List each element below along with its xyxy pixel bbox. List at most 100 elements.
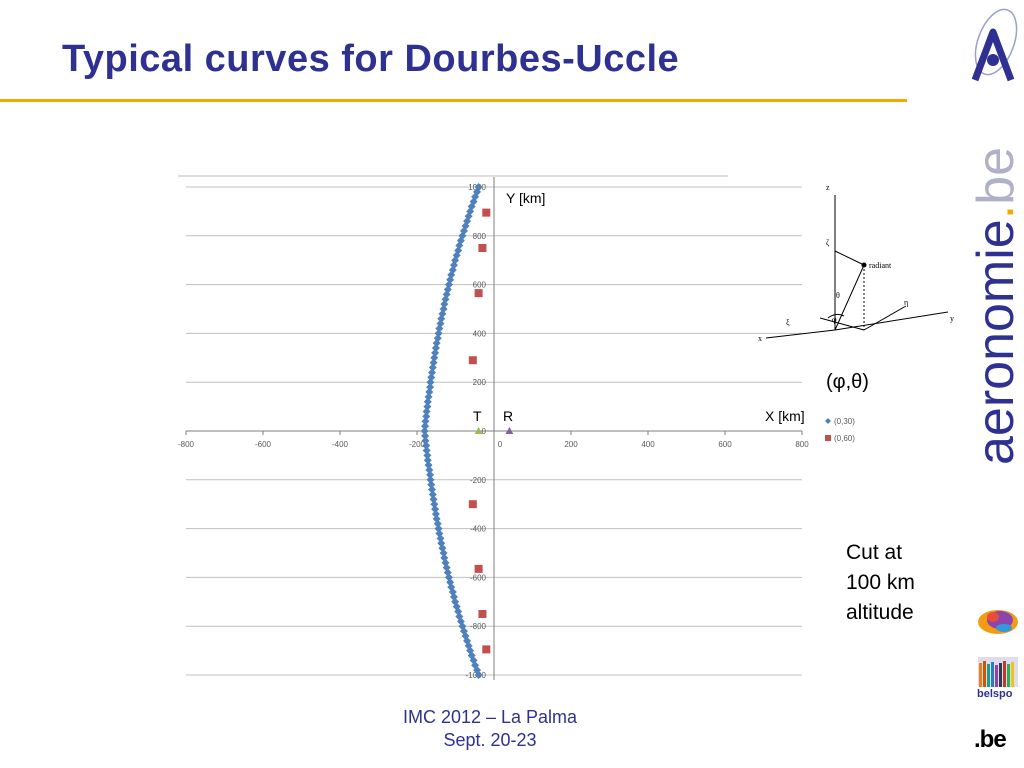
data-point-diamond — [427, 373, 436, 382]
data-point-square — [468, 500, 477, 509]
data-point-diamond — [435, 324, 444, 333]
cut-line-2: 100 km — [846, 571, 915, 594]
data-point-diamond — [424, 392, 433, 401]
y-tick-label: 200 — [473, 378, 487, 387]
data-point-diamond — [425, 466, 434, 475]
data-point-diamond — [432, 339, 441, 348]
data-point-diamond — [431, 344, 440, 353]
y-tick-label: -600 — [470, 573, 487, 582]
brand-dot: . — [967, 205, 1024, 219]
data-point-square — [482, 645, 491, 654]
institute-a-logo — [971, 8, 1018, 82]
x-tick-label: -400 — [332, 440, 349, 449]
station-marker — [474, 427, 483, 434]
belspo-label: belspo — [977, 688, 1013, 700]
data-point-diamond — [428, 485, 437, 494]
data-point-square — [478, 610, 487, 618]
x-tick-label: -800 — [178, 440, 195, 449]
data-point-diamond — [429, 495, 438, 504]
data-point-square — [474, 289, 483, 298]
data-point-diamond — [474, 671, 483, 679]
data-point-diamond — [434, 524, 443, 533]
data-point-diamond — [422, 412, 431, 421]
data-point-diamond — [428, 363, 437, 372]
label-zeta: ζ — [826, 238, 830, 247]
data-point-diamond — [426, 475, 435, 484]
y-tick-label: -200 — [470, 476, 487, 485]
data-point-diamond — [436, 534, 445, 543]
data-point-diamond — [421, 431, 430, 440]
data-point-diamond — [434, 329, 443, 338]
data-point-diamond — [440, 300, 449, 309]
data-point-diamond — [421, 422, 430, 431]
label-theta: θ — [836, 291, 840, 300]
zeta-guide — [834, 250, 865, 266]
receiver-label: R — [503, 408, 514, 424]
data-point-diamond — [428, 490, 437, 499]
data-point-diamond — [423, 451, 432, 460]
data-point-diamond — [433, 519, 442, 528]
xi-guide — [819, 317, 865, 331]
colorful-institute-logo — [978, 610, 1018, 634]
data-point-diamond — [422, 446, 431, 455]
data-point-diamond — [428, 368, 437, 377]
cut-line-1: Cut at — [846, 541, 903, 564]
legend-label: (0,60) — [834, 434, 855, 443]
x-tick-label: 0 — [498, 440, 503, 449]
legend-marker — [825, 418, 831, 424]
data-point-diamond — [426, 378, 435, 387]
data-point-diamond — [421, 417, 430, 426]
label-z: z — [826, 183, 830, 192]
cut-altitude-note: Cut at 100 km altitude — [846, 538, 915, 628]
data-point-diamond — [430, 353, 439, 362]
diagram-labels: z ζ radiant θ η y ξ φ x — [758, 183, 954, 343]
x-axis-line — [765, 329, 836, 339]
data-point-diamond — [423, 402, 432, 411]
label-radiant: radiant — [869, 261, 892, 270]
title-underline — [0, 99, 907, 102]
brand-tld: be — [967, 147, 1024, 205]
legend-marker — [825, 435, 831, 441]
angle-notation: (φ,θ) — [826, 371, 869, 393]
data-point-square — [478, 244, 487, 252]
label-phi: φ — [832, 315, 837, 324]
y-axis-label: Y [km] — [506, 190, 546, 206]
data-point-diamond — [431, 509, 440, 518]
radiant-vector — [834, 264, 865, 331]
data-point-diamond — [422, 441, 431, 450]
legend-label: (0,30) — [834, 417, 855, 426]
label-eta: η — [904, 298, 908, 307]
footer: IMC 2012 – La Palma Sept. 20-23 — [340, 706, 640, 752]
data-point-square — [482, 208, 491, 217]
belspo-logo-bars — [978, 657, 1018, 687]
transmitter-label: T — [473, 408, 482, 424]
footer-conference: IMC 2012 – La Palma — [402, 707, 578, 727]
data-point-diamond — [427, 480, 436, 489]
y-tick-label: 600 — [473, 281, 487, 290]
x-tick-label: 200 — [564, 440, 578, 449]
data-point-square — [468, 356, 477, 365]
radiant-point — [861, 262, 867, 268]
cut-line-3: altitude — [846, 601, 914, 624]
x-tick-label: 800 — [795, 440, 809, 449]
data-point-diamond — [426, 470, 435, 479]
y-tick-label: -400 — [470, 525, 487, 534]
data-point-diamond — [431, 348, 440, 357]
chart-marks — [420, 183, 514, 679]
data-point-diamond — [431, 505, 440, 514]
eta-guide — [863, 305, 907, 331]
y-tick-label: 800 — [473, 232, 487, 241]
chart-legend: (0,30) (0,60) — [825, 417, 855, 443]
svg-text:aeronomie.be: aeronomie.be — [967, 147, 1024, 465]
phi-arc — [827, 313, 845, 319]
x-axis-label: X [km] — [765, 408, 805, 424]
y-tick-label: -800 — [470, 622, 487, 631]
data-point-diamond — [439, 549, 448, 557]
label-x: x — [758, 334, 762, 343]
data-point-diamond — [421, 436, 430, 445]
data-point-square — [474, 564, 483, 573]
x-tick-label: 400 — [641, 440, 655, 449]
label-y: y — [950, 314, 954, 323]
footer-dates: Sept. 20-23 — [443, 730, 537, 750]
data-point-diamond — [423, 456, 432, 465]
